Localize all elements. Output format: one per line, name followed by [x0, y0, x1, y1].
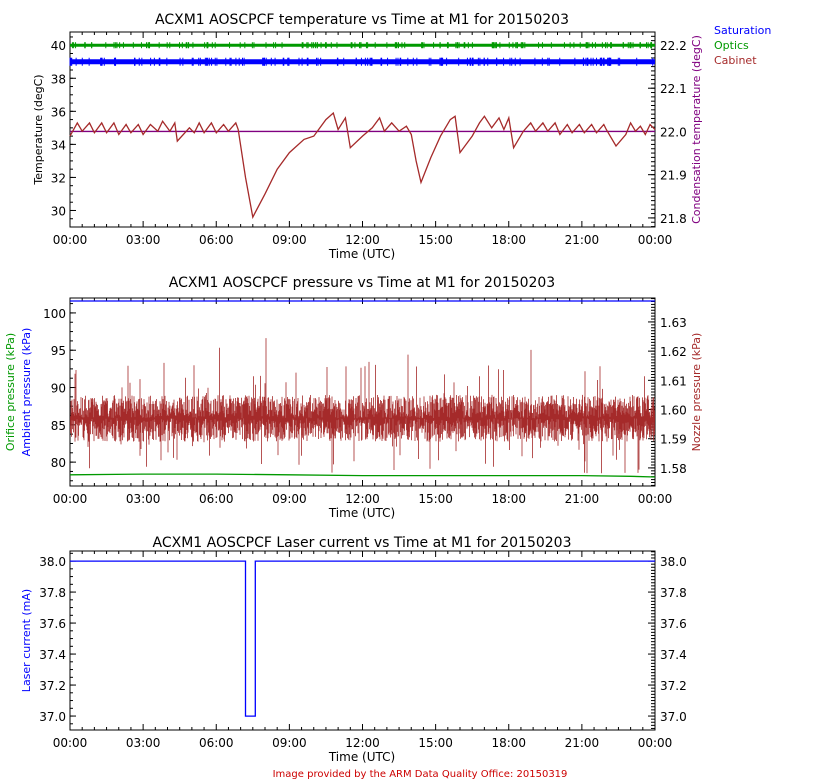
y-right-tick-label: 37.6 — [660, 617, 687, 631]
y-right-tick-label: 1.63 — [660, 316, 687, 330]
y-tick-label: 38 — [51, 72, 66, 86]
x-tick-label: 00:00 — [638, 736, 673, 750]
x-tick-label: 00:00 — [53, 736, 88, 750]
y-tick-label: 38.0 — [39, 555, 66, 569]
x-tick-label: 03:00 — [126, 233, 161, 247]
y-right-tick-label: 37.0 — [660, 710, 687, 724]
plot-frame — [69, 297, 656, 487]
y-right-tick-label: 22.2 — [660, 39, 687, 53]
y-tick-label: 37.2 — [39, 679, 66, 693]
legend-entry: Saturation — [714, 24, 771, 37]
y-tick-label: 90 — [51, 382, 66, 396]
y-tick-label: 37.0 — [39, 710, 66, 724]
x-tick-label: 12:00 — [345, 736, 380, 750]
series-orifice-line — [69, 473, 656, 478]
x-tick-label: 18:00 — [491, 492, 526, 506]
x-tick-label: 15:00 — [418, 736, 453, 750]
chart-panel-2: ACXM1 AOSCPCF pressure vs Time at M1 for… — [4, 275, 703, 520]
x-tick-label: 06:00 — [199, 492, 234, 506]
y-tick-label: 80 — [51, 456, 66, 470]
x-tick-label: 21:00 — [565, 736, 600, 750]
x-axis-label: Time (UTC) — [328, 750, 395, 764]
x-tick-label: 03:00 — [126, 736, 161, 750]
y-tick-label: 40 — [51, 39, 66, 53]
series-cabinet-line — [69, 111, 656, 220]
y-right-tick-label: 1.60 — [660, 404, 687, 418]
legend-entry: Optics — [714, 39, 749, 52]
y-axis-label: Temperature (degC) — [32, 74, 45, 185]
y-right-tick-label: 1.62 — [660, 345, 687, 359]
x-tick-label: 00:00 — [53, 492, 88, 506]
y-right-tick-label: 21.9 — [660, 169, 687, 183]
y-right-tick-label: 1.58 — [660, 462, 687, 476]
x-tick-label: 21:00 — [565, 233, 600, 247]
chart-title: ACXM1 AOSCPCF pressure vs Time at M1 for… — [169, 275, 555, 291]
y-right-tick-label: 37.8 — [660, 586, 687, 600]
plot-frame — [69, 550, 656, 731]
x-tick-label: 06:00 — [199, 233, 234, 247]
x-tick-label: 18:00 — [491, 736, 526, 750]
y-tick-label: 30 — [51, 204, 66, 218]
x-tick-label: 09:00 — [272, 736, 307, 750]
chart-panel-1: ACXM1 AOSCPCF temperature vs Time at M1 … — [32, 12, 771, 261]
legend-entry: Cabinet — [714, 54, 757, 67]
x-tick-label: 12:00 — [345, 492, 380, 506]
x-tick-label: 09:00 — [272, 233, 307, 247]
y-tick-label: 32 — [51, 171, 66, 185]
y-right-tick-label: 1.61 — [660, 374, 687, 388]
x-tick-label: 06:00 — [199, 736, 234, 750]
y-tick-label: 36 — [51, 105, 66, 119]
y-right-tick-label: 37.4 — [660, 648, 687, 662]
series-nozzle-trace — [70, 338, 655, 474]
y-right-tick-label: 37.2 — [660, 679, 687, 693]
y-tick-label: 34 — [51, 138, 66, 152]
y-tick-label: 37.4 — [39, 648, 66, 662]
y-tick-label: 85 — [51, 419, 66, 433]
x-tick-label: 00:00 — [638, 233, 673, 247]
chart-title: ACXM1 AOSCPCF temperature vs Time at M1 … — [155, 12, 569, 28]
y-tick-label: 100 — [43, 307, 66, 321]
y-tick-label: 37.8 — [39, 586, 66, 600]
chart-title: ACXM1 AOSCPCF Laser current vs Time at M… — [153, 535, 572, 551]
x-tick-label: 00:00 — [53, 233, 88, 247]
x-axis-label: Time (UTC) — [328, 506, 395, 520]
y-tick-label: 95 — [51, 344, 66, 358]
series-laser-current-line — [70, 560, 655, 717]
y-right-tick-label: 21.8 — [660, 212, 687, 226]
y-right-tick-label: 22.0 — [660, 125, 687, 139]
footer-credit: Image provided by the ARM Data Quality O… — [273, 769, 568, 780]
y-right-axis-label: Nozzle pressure (kPa) — [690, 333, 703, 452]
x-tick-label: 15:00 — [418, 233, 453, 247]
y-tick-label: 37.6 — [39, 617, 66, 631]
y-right-tick-label: 1.59 — [660, 433, 687, 447]
y-axis-label-ambient: Ambient pressure (kPa) — [20, 328, 33, 457]
y-right-tick-label: 38.0 — [660, 555, 687, 569]
y-axis-label: Laser current (mA) — [20, 589, 33, 692]
x-tick-label: 12:00 — [345, 233, 380, 247]
x-axis-label: Time (UTC) — [328, 247, 395, 261]
x-tick-label: 09:00 — [272, 492, 307, 506]
y-right-tick-label: 22.1 — [660, 82, 687, 96]
x-tick-label: 03:00 — [126, 492, 161, 506]
x-tick-label: 00:00 — [638, 492, 673, 506]
x-tick-label: 21:00 — [565, 492, 600, 506]
chart-panel-3: ACXM1 AOSCPCF Laser current vs Time at M… — [20, 535, 687, 764]
y-right-axis-label: Condensation temperature (degC) — [690, 35, 703, 224]
x-tick-label: 18:00 — [491, 233, 526, 247]
x-tick-label: 15:00 — [418, 492, 453, 506]
y-axis-label-orifice: Orifice pressure (kPa) — [4, 333, 17, 451]
